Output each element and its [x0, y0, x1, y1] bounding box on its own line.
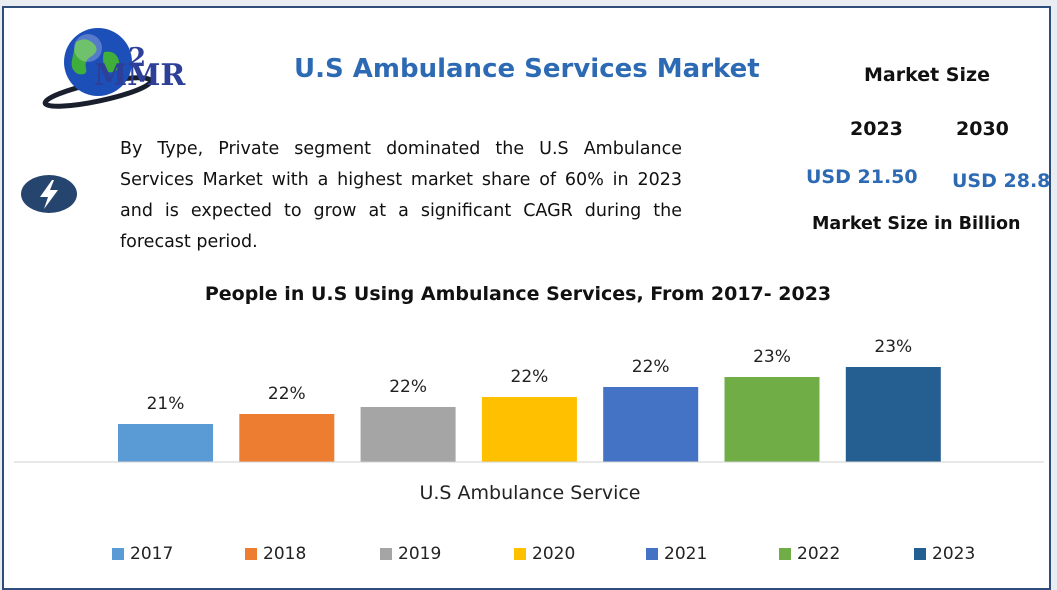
- legend-swatch: [112, 548, 124, 560]
- bar-2022: [724, 377, 820, 462]
- legend-swatch: [380, 548, 392, 560]
- legend-label: 2020: [532, 544, 576, 564]
- logo-two-mark: 2: [128, 43, 146, 73]
- legend-swatch: [646, 548, 658, 560]
- infographic-frame: 2 MMR U.S Ambulance Services Market By T…: [2, 6, 1051, 590]
- data-label-2018: 22%: [268, 384, 306, 404]
- legend-swatch: [914, 548, 926, 560]
- legend-item-2021: 2021: [646, 543, 707, 565]
- legend-swatch: [779, 548, 791, 560]
- legend-label: 2021: [664, 544, 708, 564]
- legend-item-2023: 2023: [914, 543, 975, 565]
- bar-chart: People in U.S Using Ambulance Services, …: [14, 283, 1044, 504]
- bar-2017: [118, 424, 213, 462]
- bar-2018: [239, 414, 335, 462]
- legend-label: 2022: [797, 544, 841, 564]
- bar-2023: [845, 367, 941, 462]
- data-label-2021: 22%: [632, 357, 670, 377]
- market-size-value-2023: USD 21.50: [806, 166, 918, 188]
- legend-item-2018: 2018: [245, 543, 306, 565]
- data-label-2019: 22%: [389, 377, 427, 397]
- legend-label: 2019: [398, 544, 442, 564]
- market-size-year-2030: 2030: [956, 118, 1009, 140]
- chart-bars: 21% 22% 22% 22% 22% 23% 23%: [118, 337, 941, 462]
- legend-swatch: [245, 548, 257, 560]
- page-title: U.S Ambulance Services Market: [294, 54, 760, 84]
- legend-label: 2018: [263, 544, 307, 564]
- market-size-title: Market Size: [864, 64, 990, 86]
- legend-item-2019: 2019: [380, 543, 441, 565]
- legend-item-2022: 2022: [779, 543, 840, 565]
- market-size-value-2030: USD 28.87: [952, 170, 1051, 192]
- legend-item-2020: 2020: [514, 543, 575, 565]
- x-axis-label: U.S Ambulance Service: [419, 482, 640, 504]
- lightning-bolt-icon: [21, 175, 77, 213]
- logo-text: MMR: [94, 58, 186, 93]
- data-label-2020: 22%: [511, 367, 549, 387]
- legend-label: 2023: [932, 544, 976, 564]
- data-label-2023: 23%: [874, 337, 912, 357]
- data-label-2022: 23%: [753, 347, 791, 367]
- market-description: By Type, Private segment dominated the U…: [120, 139, 682, 252]
- mmr-logo: 2: [42, 28, 154, 109]
- market-size-year-2023: 2023: [850, 118, 903, 140]
- market-size-unit: Market Size in Billion: [812, 214, 1021, 234]
- legend-item-2017: 2017: [112, 543, 173, 565]
- chart-title: People in U.S Using Ambulance Services, …: [205, 283, 831, 305]
- legend-label: 2017: [130, 544, 174, 564]
- bar-2019: [360, 407, 456, 462]
- legend-swatch: [514, 548, 526, 560]
- bar-2021: [603, 387, 699, 462]
- bar-2020: [481, 397, 577, 462]
- data-label-2017: 21%: [147, 394, 185, 414]
